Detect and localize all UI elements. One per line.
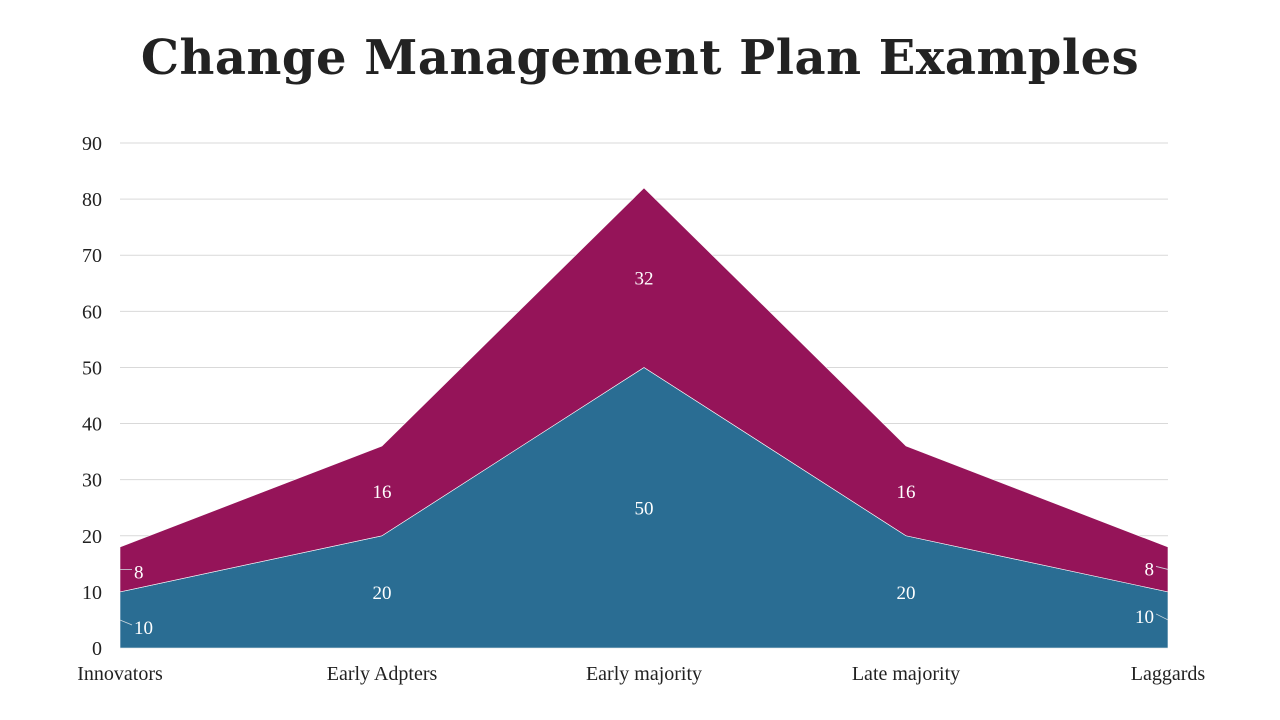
data-label: 8 bbox=[134, 562, 144, 583]
leader-line bbox=[1155, 613, 1169, 621]
data-label: 8 bbox=[1145, 559, 1155, 580]
area-series-2 bbox=[119, 187, 1169, 593]
y-axis: 0 10 20 30 40 50 60 70 80 90 bbox=[82, 133, 102, 660]
y-tick-label: 40 bbox=[82, 414, 102, 436]
leader-line bbox=[1155, 566, 1169, 570]
data-label: 50 bbox=[635, 499, 654, 520]
label-leader-lines bbox=[119, 566, 1169, 626]
x-tick-label: Late majority bbox=[852, 663, 960, 685]
chart-title: Change Management Plan Examples bbox=[140, 30, 1140, 86]
y-tick-label: 60 bbox=[82, 301, 102, 323]
data-label: 16 bbox=[897, 482, 916, 503]
y-tick-label: 30 bbox=[82, 470, 102, 492]
y-tick-label: 80 bbox=[82, 189, 102, 211]
y-tick-label: 0 bbox=[92, 638, 102, 660]
y-tick-label: 10 bbox=[82, 582, 102, 604]
y-tick-label: 70 bbox=[82, 245, 102, 267]
x-tick-label: Early majority bbox=[586, 663, 702, 685]
x-axis: Innovators Early Adpters Early majority Lat… bbox=[77, 663, 1205, 685]
y-tick-label: 90 bbox=[82, 133, 102, 155]
y-tick-label: 50 bbox=[82, 357, 102, 379]
data-label: 20 bbox=[373, 583, 392, 604]
leader-line bbox=[119, 619, 133, 626]
x-tick-label: Laggards bbox=[1131, 663, 1206, 685]
data-label: 10 bbox=[134, 618, 153, 639]
x-tick-label: Innovators bbox=[77, 663, 163, 685]
y-tick-label: 20 bbox=[82, 526, 102, 548]
data-labels: 10 20 50 20 10 8 16 32 16 8 bbox=[134, 269, 1154, 639]
data-label: 32 bbox=[635, 269, 654, 290]
data-label: 10 bbox=[1135, 607, 1154, 628]
data-label: 20 bbox=[897, 583, 916, 604]
x-tick-label: Early Adpters bbox=[327, 663, 438, 685]
data-label: 16 bbox=[373, 482, 392, 503]
area-series bbox=[119, 187, 1169, 649]
